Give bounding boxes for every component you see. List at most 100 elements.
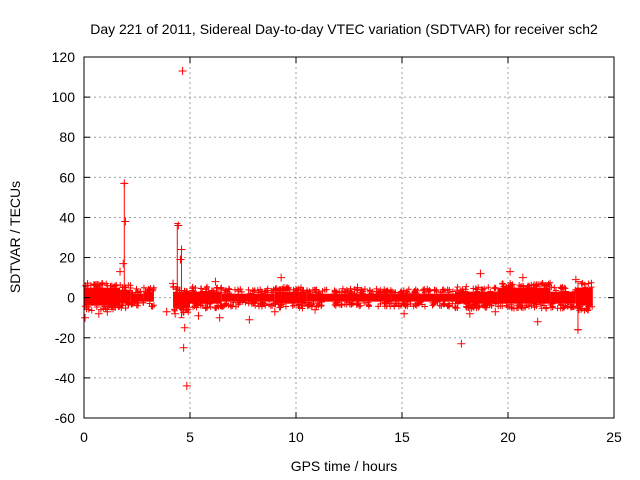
data-point [127, 285, 134, 292]
data-point [279, 301, 286, 308]
data-point [381, 299, 388, 306]
data-point [384, 287, 391, 294]
data-point [430, 301, 437, 308]
data-point [239, 298, 246, 305]
data-point [277, 286, 284, 293]
data-point [267, 302, 274, 309]
data-point [437, 289, 444, 296]
data-point [202, 286, 209, 293]
data-point [440, 286, 447, 293]
data-point [115, 304, 122, 311]
data-point [350, 300, 357, 307]
data-point [211, 277, 220, 286]
data-point [361, 285, 368, 292]
data-point [559, 284, 566, 291]
data-point [518, 273, 527, 282]
data-point [112, 304, 119, 311]
data-point [479, 286, 486, 293]
data-point [285, 284, 292, 291]
data-point [257, 300, 264, 307]
data-point [146, 286, 153, 293]
data-point [262, 288, 269, 295]
data-point [103, 307, 112, 316]
data-point [118, 304, 125, 311]
data-point [169, 279, 178, 288]
data-point [299, 302, 306, 309]
x-tick-label: 20 [500, 429, 516, 445]
data-point [128, 301, 135, 308]
data-point [199, 288, 206, 295]
data-point [365, 301, 372, 308]
data-point [538, 305, 545, 312]
data-point [81, 313, 90, 322]
data-point [446, 286, 453, 293]
data-point [311, 286, 318, 293]
data-point [311, 305, 320, 314]
data-point [463, 303, 470, 310]
data-band [84, 287, 121, 306]
data-point [93, 303, 100, 310]
data-point [297, 286, 304, 293]
data-point [514, 302, 521, 309]
data-point [245, 315, 254, 324]
data-point [348, 288, 355, 295]
data-point [207, 303, 214, 310]
data-point [457, 339, 466, 348]
data-point [194, 301, 201, 308]
data-point [113, 282, 120, 289]
data-point [571, 275, 580, 284]
data-point [429, 302, 436, 309]
data-point [549, 300, 556, 307]
data-band [120, 289, 131, 304]
data-point [110, 283, 117, 290]
data-point [319, 288, 326, 295]
data-point [303, 287, 310, 294]
data-point [173, 285, 179, 292]
data-point [146, 300, 153, 307]
data-point [210, 287, 217, 294]
data-point [519, 282, 526, 289]
data-band [497, 287, 551, 304]
data-point [531, 304, 538, 311]
data-point [486, 301, 493, 308]
data-point [561, 304, 568, 311]
data-point [391, 302, 398, 309]
data-point [174, 221, 183, 230]
y-tick-label: -60 [55, 410, 75, 426]
data-point [337, 301, 344, 308]
data-point [180, 323, 189, 332]
data-point [463, 283, 470, 290]
data-point [585, 280, 592, 287]
x-tick-label: 5 [186, 429, 194, 445]
data-point [336, 288, 343, 295]
data-point [354, 301, 361, 308]
data-point [333, 300, 340, 307]
data-point [507, 279, 514, 286]
data-band [143, 291, 154, 302]
data-point [221, 289, 228, 296]
data-point [348, 289, 355, 296]
plot-data [81, 67, 596, 390]
data-point [99, 281, 106, 288]
x-axis-label: GPS time / hours [291, 458, 398, 474]
data-point [405, 286, 412, 293]
data-point [578, 306, 585, 313]
y-tick-label: 0 [67, 290, 75, 306]
data-point [397, 289, 404, 296]
data-point [272, 301, 279, 308]
data-point [332, 299, 339, 306]
data-point [422, 303, 429, 310]
data-point [245, 286, 252, 293]
data-point [485, 284, 492, 291]
data-point [545, 280, 552, 287]
data-point [472, 301, 479, 308]
data-point [515, 304, 522, 311]
data-point [171, 306, 178, 313]
data-point [495, 303, 502, 310]
data-point [487, 288, 494, 295]
data-point [232, 303, 239, 310]
data-point [539, 279, 546, 286]
data-point [178, 67, 187, 76]
